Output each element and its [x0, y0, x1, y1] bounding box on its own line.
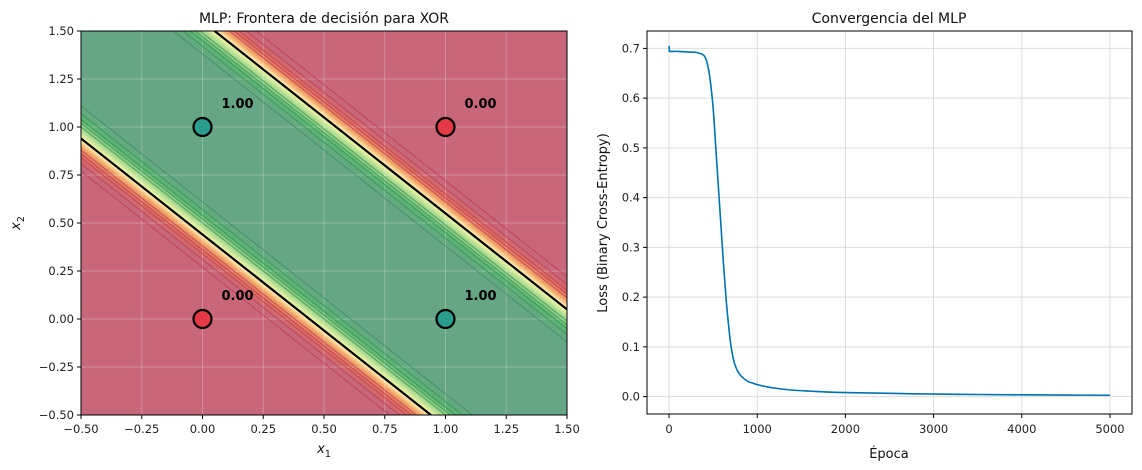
contour-line: [81, 118, 456, 415]
left-chart-title: MLP: Frontera de decisión para XOR: [199, 11, 449, 27]
left-x-tick-label: −0.25: [124, 422, 159, 436]
left-y-axis-label: x2: [9, 216, 27, 231]
right-y-tick-label: 0.1: [622, 340, 640, 354]
right-y-tick-label: 0.6: [622, 91, 640, 105]
contour-line: [81, 153, 413, 415]
contour-line: [172, 31, 567, 343]
decision-boundary-line: [81, 137, 433, 415]
left-y-tick-label: 0.75: [48, 168, 74, 182]
left-y-tick-label: 0.50: [48, 216, 74, 230]
left-y-tick-label: −0.25: [39, 360, 74, 374]
prediction-label: 0.00: [465, 97, 497, 112]
right-axes-frame: [646, 30, 1133, 415]
contour-line: [182, 31, 567, 335]
left-y-tick-label: 1.25: [48, 72, 74, 86]
left-x-tick-label: 1.50: [554, 422, 580, 436]
left-x-tick-label: −0.50: [63, 422, 98, 436]
decision-region-fill: [81, 31, 567, 415]
right-x-tick-label: 0: [665, 422, 672, 436]
left-y-tick-label: 1.50: [48, 24, 74, 38]
right-y-tick-label: 0.5: [622, 141, 640, 155]
left-x-tick-label: 0.75: [372, 422, 398, 436]
decision-boundary-line: [212, 31, 567, 311]
left-x-tick-label: 0.25: [250, 422, 276, 436]
contour-line: [81, 122, 452, 415]
loss-convergence-plot: Convergencia del MLP 0 1000 2000 3000 4000 50…: [596, 11, 1133, 462]
right-x-tick-label: 2000: [831, 422, 860, 436]
left-x-axis-label: x1: [316, 442, 331, 460]
contour-line: [245, 31, 567, 285]
contour-line: [233, 31, 567, 295]
right-x-axis-label: Época: [869, 446, 909, 462]
xor-data-point: [435, 308, 456, 330]
loss-series-line: [668, 45, 1110, 397]
left-x-tick-label: 1.00: [433, 422, 459, 436]
prediction-label: 1.00: [222, 97, 254, 112]
prediction-label: 1.00: [465, 289, 497, 304]
contour-line: [194, 31, 567, 326]
right-x-tick-label: 5000: [1095, 422, 1124, 436]
contour-line: [81, 126, 447, 415]
right-x-tick-label: 1000: [743, 422, 772, 436]
right-chart-title: Convergencia del MLP: [812, 11, 967, 27]
left-x-tick-label: 0.50: [311, 422, 337, 436]
contour-line: [228, 31, 567, 299]
contour-line: [81, 162, 400, 415]
xor-data-point: [192, 308, 213, 330]
contour-line: [199, 31, 567, 322]
right-y-tick-label: 0.0: [622, 390, 640, 404]
right-y-tick-label: 0.2: [622, 290, 640, 304]
right-x-tick-label: 3000: [919, 422, 948, 436]
left-y-tick-label: −0.50: [39, 408, 74, 422]
left-x-tick-label: 1.25: [493, 422, 519, 436]
contour-line: [81, 105, 473, 415]
prediction-label: 0.00: [222, 289, 254, 304]
right-y-tick-label: 0.4: [622, 191, 640, 205]
contour-line: [81, 170, 391, 415]
contour-line: [189, 31, 567, 330]
contour-line: [81, 149, 417, 415]
decision-boundary-plot: MLP: Frontera de decisión para XOR 0.00 1…: [9, 11, 580, 460]
right-y-tick-label: 0.7: [622, 41, 640, 55]
right-y-axis-label: Loss (Binary Cross-Entropy): [596, 133, 611, 313]
left-y-tick-label: 0.00: [48, 312, 74, 326]
contour-line: [238, 31, 567, 291]
right-x-tick-label: 4000: [1007, 422, 1036, 436]
contour-line: [81, 113, 464, 415]
contour-line: [255, 31, 567, 278]
right-y-tick-label: 0.3: [622, 240, 640, 254]
left-y-tick-label: 1.00: [48, 120, 74, 134]
xor-data-point: [192, 116, 213, 138]
left-y-tick-label: 0.25: [48, 264, 74, 278]
xor-data-point: [435, 116, 456, 138]
contour-line: [81, 157, 408, 415]
left-x-tick-label: 0.00: [190, 422, 216, 436]
